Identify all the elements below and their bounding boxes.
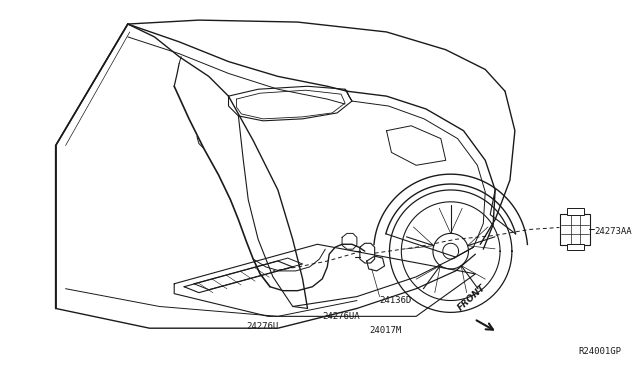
FancyBboxPatch shape bbox=[560, 214, 590, 245]
Text: 24273AA: 24273AA bbox=[594, 227, 632, 236]
Text: 24276U: 24276U bbox=[246, 322, 278, 331]
Text: 24276UA: 24276UA bbox=[323, 312, 360, 321]
Text: 24136D: 24136D bbox=[380, 296, 412, 305]
Text: FRONT: FRONT bbox=[456, 283, 488, 313]
Text: R24001GP: R24001GP bbox=[579, 347, 621, 356]
FancyBboxPatch shape bbox=[567, 244, 584, 250]
FancyBboxPatch shape bbox=[567, 208, 584, 215]
Text: 24017M: 24017M bbox=[370, 326, 402, 335]
